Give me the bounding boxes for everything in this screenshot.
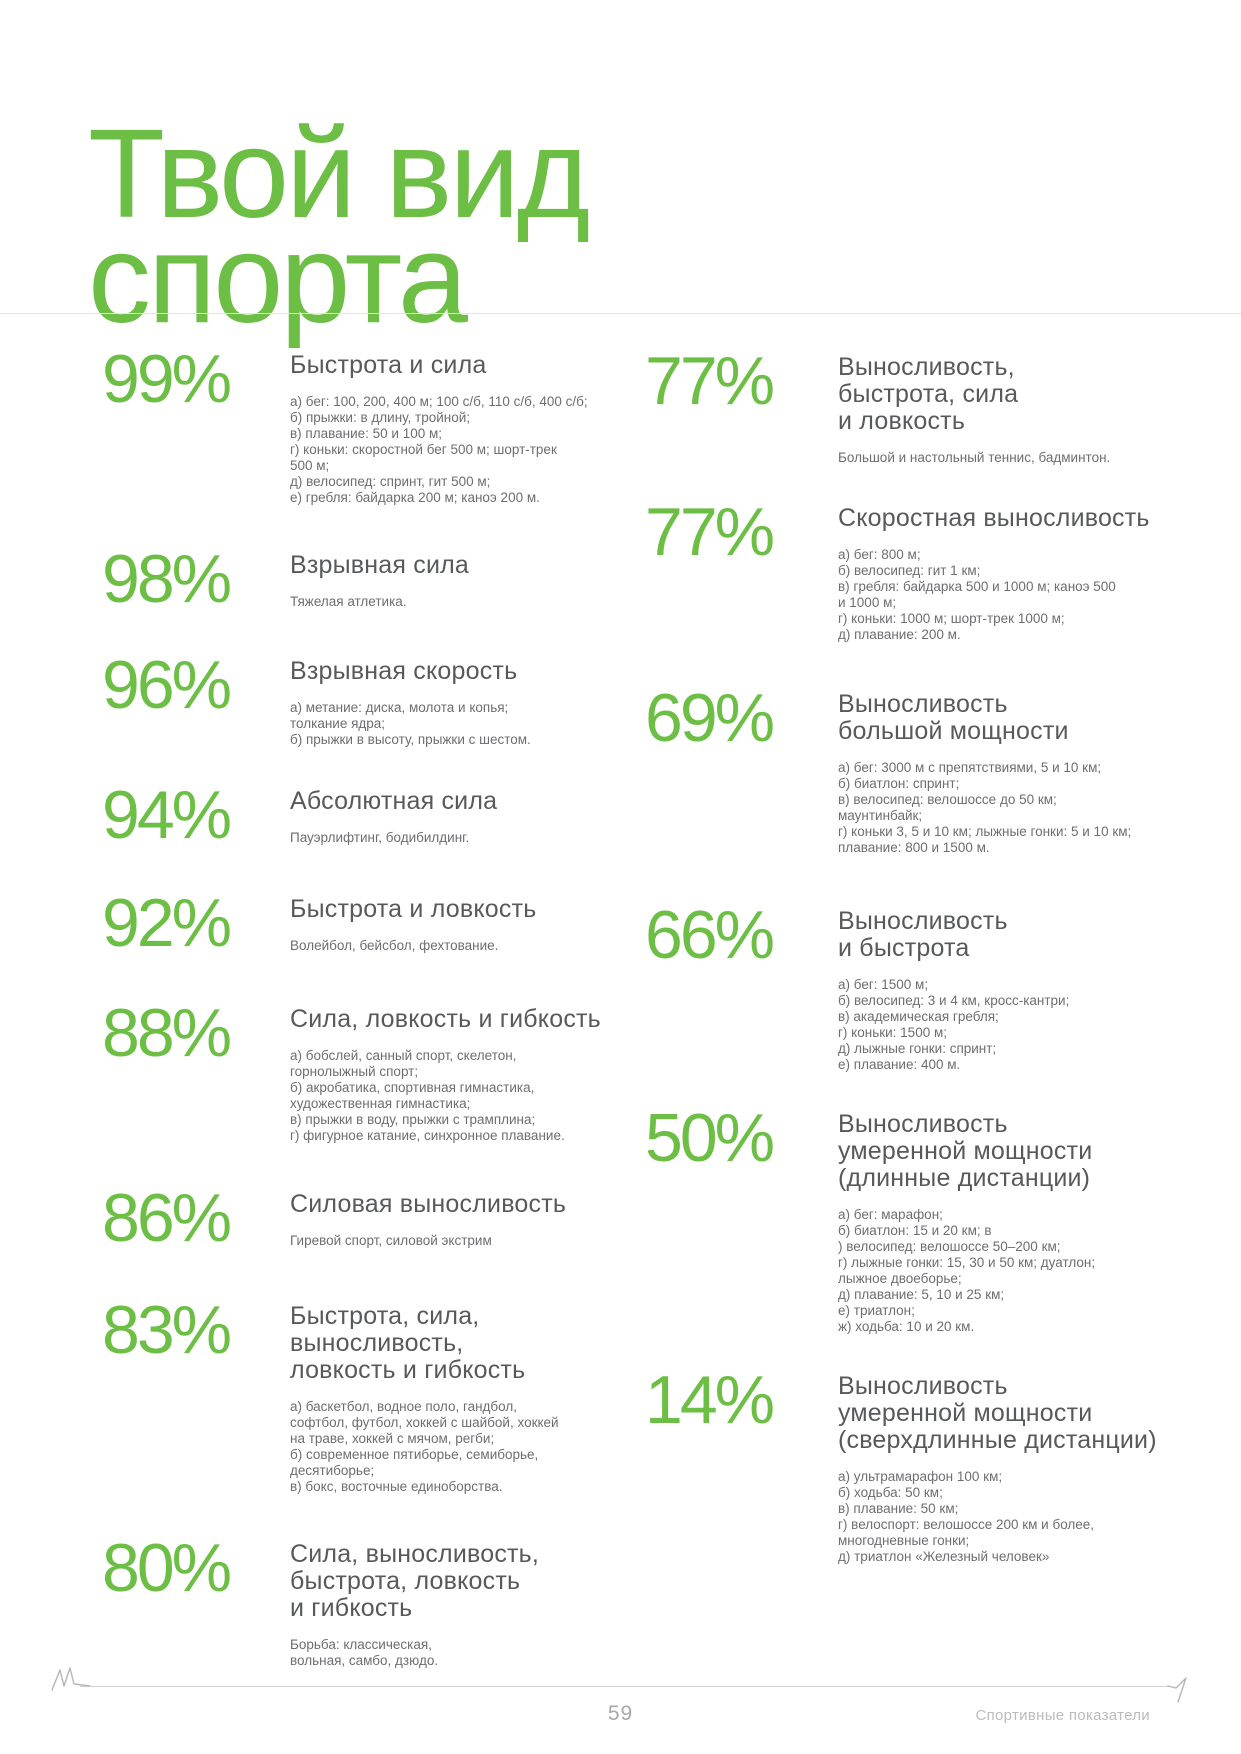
category-sports-list: а) ультрамарафон 100 км; б) ходьба: 50 к… xyxy=(838,1469,1095,1564)
sport-category-block: 88% Сила, ловкость и гибкость а) бобслей,… xyxy=(102,995,620,1144)
category-heading: Выносливость, быстрота, сила и ловкость xyxy=(838,353,1019,435)
category-sports-list: Большой и настольный теннис, бадминтон. xyxy=(838,450,1111,465)
category-heading: Выносливость большой мощности xyxy=(838,690,1069,745)
sport-category-block: 94% Абсолютная сила Пауэрлифтинг, бодибил… xyxy=(102,777,620,853)
percent-value: 86% xyxy=(102,1180,232,1256)
category-sports-list: Волейбол, бейсбол, фехтование. xyxy=(290,938,499,953)
category-heading: Быстрота и сила xyxy=(290,351,487,379)
category-heading: Сила, выносливость, быстрота, ловкость и… xyxy=(290,1540,540,1622)
sport-category-block: 77% Выносливость, быстрота, сила и ловко… xyxy=(645,343,1168,466)
category-heading: Взрывная скорость xyxy=(290,657,518,685)
sport-category-block: 69% Выносливость большой мощности а) бег:… xyxy=(645,680,1168,856)
category-heading: Выносливость умеренной мощности (сверхдл… xyxy=(838,1372,1157,1454)
percent-value: 50% xyxy=(645,1100,775,1176)
sport-category-block: 80% Сила, выносливость, быстрота, ловкос… xyxy=(102,1530,620,1669)
category-sports-list: а) бег: марафон; б) биатлон: 15 и 20 км;… xyxy=(838,1207,1096,1334)
footer-divider xyxy=(80,1686,1169,1687)
sport-category-block: 99% Быстрота и сила а) бег: 100, 200, 400… xyxy=(102,341,620,506)
sport-category-block: 98% Взрывная сила Тяжелая атлетика. xyxy=(102,541,620,617)
sport-category-block: 96% Взрывная скорость а) метание: диска, … xyxy=(102,647,620,748)
percent-value: 77% xyxy=(645,494,775,570)
footer-section-label: Спортивные показатели xyxy=(975,1707,1150,1724)
category-sports-list: а) бег: 3000 м с препятствиями, 5 и 10 к… xyxy=(838,760,1132,855)
category-heading: Выносливость и быстрота xyxy=(838,907,1008,962)
footer-left-flourish-icon xyxy=(51,1667,90,1691)
percent-value: 14% xyxy=(645,1362,775,1438)
page-number: 59 xyxy=(607,1702,634,1725)
sport-category-block: 83% Быстрота, сила, выносливость, ловкос… xyxy=(102,1292,620,1495)
percent-value: 94% xyxy=(102,777,232,853)
percent-value: 96% xyxy=(102,647,232,723)
category-heading: Быстрота и ловкость xyxy=(290,895,537,923)
category-heading: Выносливость умеренной мощности (длинные… xyxy=(838,1110,1093,1192)
percent-value: 92% xyxy=(102,885,232,961)
sport-category-block: 50% Выносливость умеренной мощности (дли… xyxy=(645,1100,1168,1335)
category-sports-list: а) бег: 1500 м; б) велосипед: 3 и 4 км, … xyxy=(838,977,1070,1072)
percent-value: 88% xyxy=(102,995,232,1071)
category-heading: Абсолютная сила xyxy=(290,787,498,815)
percent-value: 83% xyxy=(102,1292,232,1368)
category-sports-list: Борьба: классическая, вольная, самбо, дз… xyxy=(290,1637,439,1668)
category-sports-list: а) бобслей, санный спорт, скелетон, горн… xyxy=(290,1048,565,1143)
category-sports-list: а) бег: 800 м; б) велосипед: гит 1 км; в… xyxy=(838,547,1116,642)
top-divider xyxy=(0,313,1241,314)
category-sports-list: а) метание: диска, молота и копья; толка… xyxy=(290,700,531,747)
sport-category-block: 86% Силовая выносливость Гиревой спорт, с… xyxy=(102,1180,620,1256)
category-heading: Силовая выносливость xyxy=(290,1190,567,1218)
category-heading: Взрывная сила xyxy=(290,551,470,579)
category-sports-list: Пауэрлифтинг, бодибилдинг. xyxy=(290,830,470,845)
percent-value: 77% xyxy=(645,343,775,419)
percent-value: 99% xyxy=(102,341,232,417)
sport-category-block: 14% Выносливость умеренной мощности (све… xyxy=(645,1362,1168,1565)
percent-value: 69% xyxy=(645,680,775,756)
category-heading: Скоростная выносливость xyxy=(838,504,1150,532)
footer-right-flourish-icon xyxy=(1167,1677,1187,1703)
category-heading: Быстрота, сила, выносливость, ловкость и… xyxy=(290,1302,526,1384)
category-heading: Сила, ловкость и гибкость xyxy=(290,1005,601,1033)
page-title: Твой вид спорта xyxy=(88,103,590,349)
percent-value: 98% xyxy=(102,541,232,617)
sport-category-block: 66% Выносливость и быстрота а) бег: 1500 … xyxy=(645,897,1168,1073)
category-sports-list: а) баскетбол, водное поло, гандбол, софт… xyxy=(290,1399,559,1494)
sport-category-block: 92% Быстрота и ловкость Волейбол, бейсбол… xyxy=(102,885,620,961)
category-sports-list: Гиревой спорт, силовой экстрим xyxy=(290,1233,492,1248)
percent-value: 80% xyxy=(102,1530,232,1606)
category-sports-list: Тяжелая атлетика. xyxy=(290,594,407,609)
sport-category-block: 77% Скоростная выносливость а) бег: 800 м… xyxy=(645,494,1168,643)
category-sports-list: а) бег: 100, 200, 400 м; 100 с/б, 110 с/… xyxy=(290,394,588,505)
percent-value: 66% xyxy=(645,897,775,973)
